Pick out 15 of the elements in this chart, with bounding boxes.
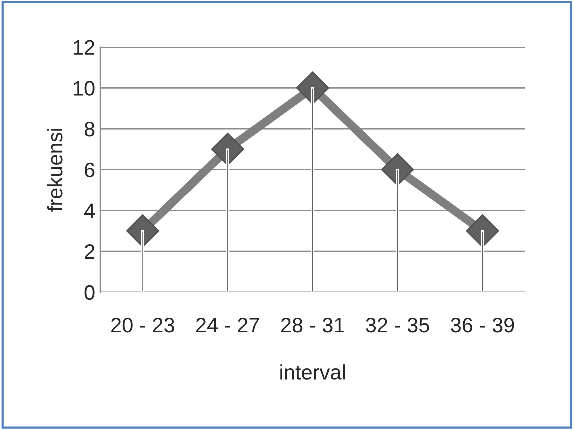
x-axis-title: interval bbox=[280, 364, 346, 380]
y-tick-label: 6 bbox=[85, 162, 95, 178]
y-axis-title: frekuensi bbox=[47, 128, 63, 212]
x-tick-label: 32 - 35 bbox=[366, 318, 430, 333]
y-tick-label: 2 bbox=[85, 244, 95, 260]
x-tick-label: 28 - 31 bbox=[281, 318, 344, 333]
x-tick-label: 20 - 23 bbox=[112, 318, 174, 333]
x-tick-label: 24 - 27 bbox=[196, 318, 260, 332]
y-tick-label: 12 bbox=[74, 40, 95, 55]
y-tick-label: 0 bbox=[84, 285, 95, 300]
point bbox=[296, 72, 330, 105]
x-tick-label: 36 - 39 bbox=[451, 318, 514, 333]
y-tick-label: 10 bbox=[74, 81, 95, 96]
y-tick-label: 8 bbox=[84, 122, 95, 137]
y-tick-label: 4 bbox=[84, 204, 95, 218]
